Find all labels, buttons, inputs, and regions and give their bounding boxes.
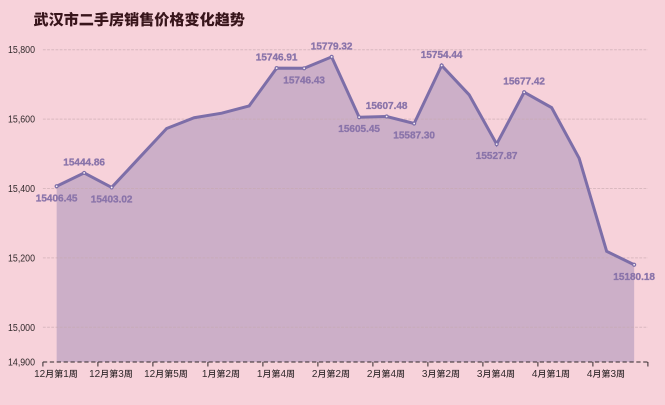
svg-text:1: 1 — [257, 369, 263, 380]
svg-text:15406.45: 15406.45 — [36, 193, 78, 204]
svg-text:15180.18: 15180.18 — [613, 272, 655, 283]
svg-text:3: 3 — [422, 369, 428, 380]
svg-text:2: 2 — [367, 369, 373, 380]
svg-text:12: 12 — [144, 369, 156, 380]
svg-text:4: 4 — [280, 369, 286, 380]
svg-text:15746.91: 15746.91 — [256, 53, 298, 64]
svg-text:4: 4 — [500, 369, 506, 380]
svg-text:4: 4 — [390, 369, 396, 380]
svg-text:5: 5 — [173, 369, 179, 380]
svg-text:15607.48: 15607.48 — [366, 101, 408, 112]
svg-text:2: 2 — [445, 369, 451, 380]
svg-text:1: 1 — [202, 369, 208, 380]
svg-text:15754.44: 15754.44 — [421, 50, 463, 61]
svg-text:1: 1 — [555, 369, 561, 380]
svg-text:15403.02: 15403.02 — [91, 194, 133, 205]
svg-text:15,800: 15,800 — [8, 45, 35, 56]
svg-text:15605.45: 15605.45 — [338, 124, 380, 135]
svg-text:4: 4 — [532, 369, 538, 380]
svg-text:15,400: 15,400 — [8, 184, 35, 195]
svg-text:2: 2 — [335, 369, 341, 380]
svg-text:2: 2 — [225, 369, 231, 380]
svg-text:12: 12 — [34, 369, 46, 380]
svg-text:1: 1 — [63, 369, 69, 380]
svg-text:15,600: 15,600 — [8, 115, 35, 126]
svg-text:15587.30: 15587.30 — [393, 131, 435, 142]
svg-text:2: 2 — [312, 369, 318, 380]
svg-text:15,000: 15,000 — [8, 323, 35, 334]
svg-text:3: 3 — [610, 369, 616, 380]
svg-text:3: 3 — [477, 369, 483, 380]
svg-text:15677.42: 15677.42 — [503, 77, 545, 88]
svg-text:15746.43: 15746.43 — [283, 75, 325, 86]
svg-text:15779.32: 15779.32 — [311, 41, 353, 52]
svg-text:3: 3 — [118, 369, 124, 380]
svg-text:15527.87: 15527.87 — [476, 151, 518, 162]
svg-text:14,900: 14,900 — [8, 358, 35, 369]
svg-text:15444.86: 15444.86 — [63, 157, 105, 168]
svg-text:15,200: 15,200 — [8, 253, 35, 264]
svg-text:4: 4 — [587, 369, 593, 380]
svg-text:12: 12 — [89, 369, 101, 380]
